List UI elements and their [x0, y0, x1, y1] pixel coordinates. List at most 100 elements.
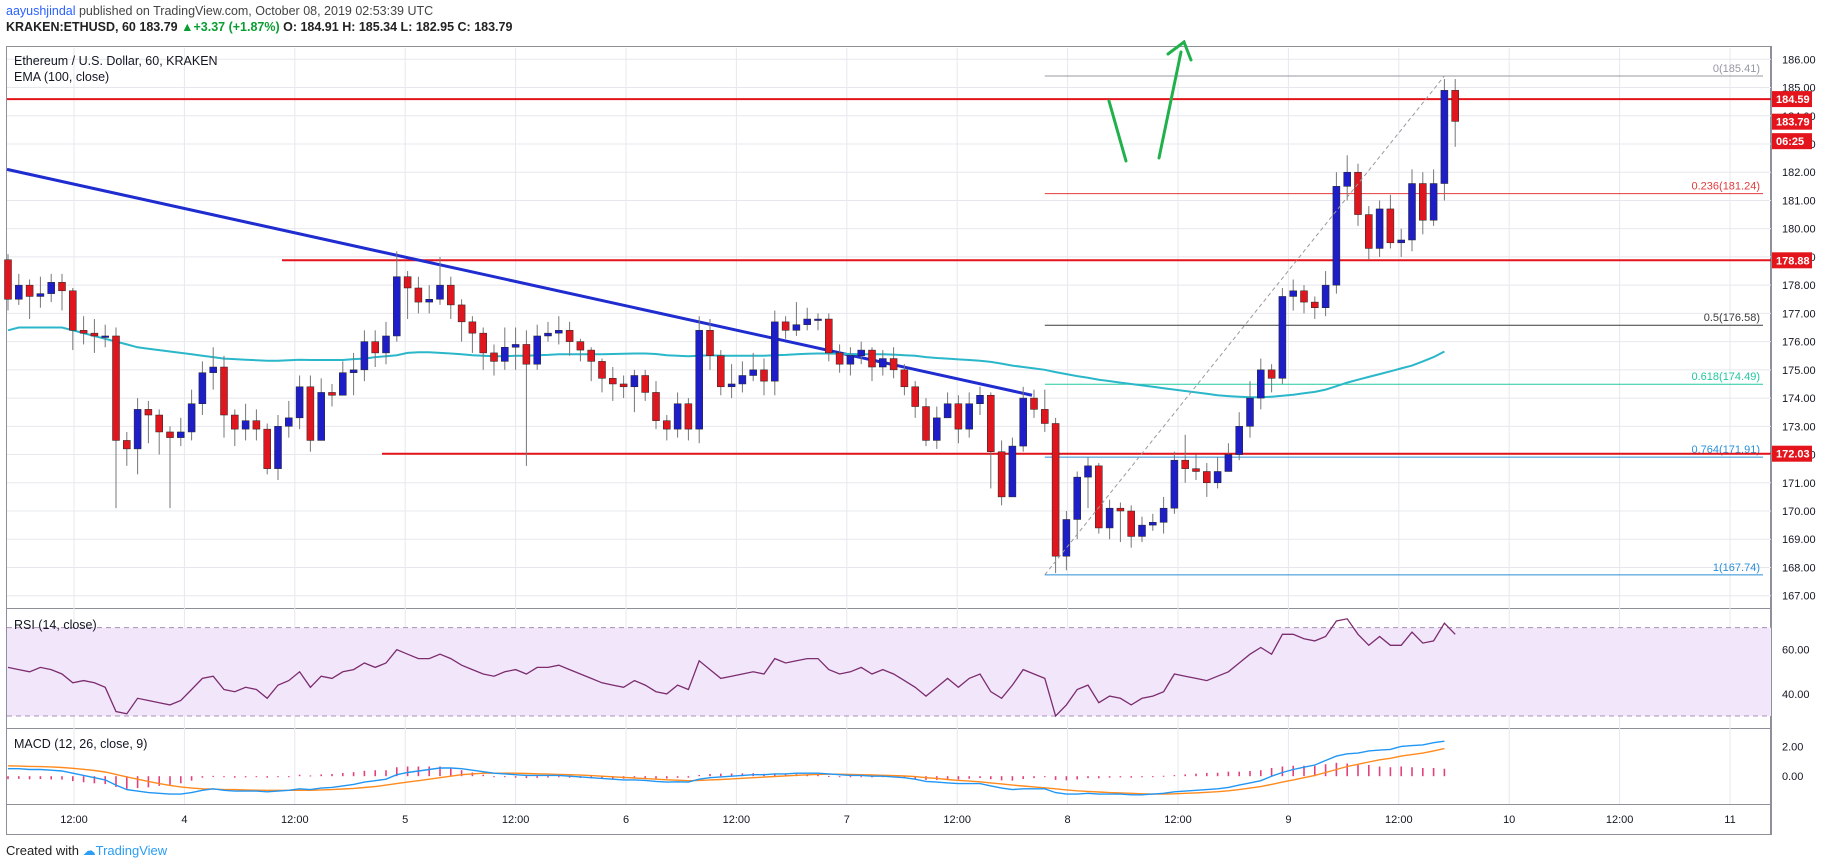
candle-body	[630, 375, 639, 388]
candle-body	[587, 349, 595, 362]
candle-body	[468, 321, 477, 334]
macd-histogram-bar	[979, 776, 981, 778]
candle-body	[339, 372, 347, 396]
candle-body	[544, 332, 552, 337]
candle	[1203, 463, 1211, 497]
candle	[198, 361, 207, 416]
candle-body	[403, 276, 412, 289]
macd-histogram-bar	[957, 776, 960, 780]
candle-body	[1084, 465, 1092, 478]
candle	[663, 415, 671, 441]
candle-body	[814, 318, 822, 321]
macd-histogram-bar	[1216, 772, 1219, 777]
candle-body	[177, 431, 185, 438]
candle-body	[695, 330, 703, 430]
candle-body	[1267, 369, 1276, 379]
macd-histogram-bar	[385, 770, 387, 777]
candle-body	[15, 284, 23, 300]
macd-histogram-bar	[1206, 772, 1208, 777]
time-tick-label: 5	[402, 814, 408, 826]
level-price-tag-bg	[1772, 252, 1812, 269]
macd-histogram-bar	[1152, 776, 1154, 778]
price-chart[interactable]: 40.00 60.00 2.00 0.00 0(185.41) 0.236(181.2…	[0, 39, 1828, 840]
candle-body	[1397, 239, 1405, 244]
candle	[1311, 296, 1319, 320]
fib-level-label: 1(167.74)	[1713, 562, 1760, 574]
candle-body	[522, 344, 531, 365]
chart-header: aayushjindal published on TradingView.co…	[0, 0, 1828, 40]
candle	[468, 316, 477, 353]
chart-frame[interactable]: 40.00 60.00 2.00 0.00 0(185.41) 0.236(181.2…	[0, 39, 1828, 840]
macd-signal-line	[7, 747, 1445, 795]
macd-histogram-bar	[1411, 767, 1413, 777]
bearish-trend-line[interactable]	[6, 167, 1033, 397]
time-tick-label: 12:00	[502, 814, 530, 826]
candle-body	[198, 372, 207, 404]
candle	[1008, 437, 1017, 498]
candle	[1267, 364, 1276, 393]
candle-body	[382, 335, 390, 354]
horizontal-levels[interactable]	[7, 98, 1771, 455]
macd-histogram-bar	[687, 776, 690, 778]
macd-histogram-bar	[1260, 770, 1262, 777]
candle-body	[868, 349, 876, 368]
macd-histogram-bar	[298, 774, 301, 777]
macd-histogram-bar	[1357, 765, 1359, 777]
candle-body	[144, 409, 153, 416]
candle-body	[1116, 507, 1125, 512]
candle	[479, 327, 487, 370]
candle-body	[771, 321, 779, 382]
candle	[727, 364, 736, 399]
tradingview-link[interactable]: TradingView	[95, 843, 168, 858]
candle	[717, 350, 725, 396]
time-axis[interactable]: 12:00 4 12:00 5 12:00 6 12:00 7 12:00 8 12:00 9 12:0…	[60, 814, 1735, 826]
candle	[533, 324, 541, 370]
last-price-tag-bg	[1772, 113, 1812, 130]
candle-body	[1149, 522, 1157, 526]
rsi-tick-label: 60.00	[1782, 645, 1810, 657]
symbol-label: KRAKEN:ETHUSD, 60	[6, 20, 136, 34]
candle	[933, 406, 941, 449]
candle-body	[220, 366, 228, 416]
quote-line: KRAKEN:ETHUSD, 60 183.79 ▲+3.37 (+1.87%)…	[6, 20, 512, 34]
candle-body	[1095, 465, 1103, 529]
author-link[interactable]: aayushjindal	[6, 4, 76, 18]
candle	[565, 321, 574, 356]
candle	[1213, 457, 1222, 489]
candle-body	[490, 352, 498, 362]
candle-body	[317, 392, 325, 441]
candle	[1408, 169, 1416, 252]
arrow-down-stroke	[1107, 99, 1128, 163]
candle	[79, 316, 88, 345]
fib-level-label: 0.236(181.24)	[1692, 181, 1761, 193]
countdown-tag: 06:25	[1776, 136, 1804, 148]
candle-body	[1354, 171, 1362, 215]
candle	[1278, 287, 1287, 384]
candle-body	[749, 369, 757, 376]
candle	[490, 344, 498, 376]
time-tick-label: 12:00	[1164, 814, 1192, 826]
macd-histogram-bar	[666, 776, 668, 779]
candle-body	[360, 341, 369, 371]
candle-body	[857, 349, 865, 356]
macd-pane: 2.00 0.00	[7, 740, 1803, 796]
fibonacci-diagonal[interactable]	[1044, 75, 1445, 576]
fibonacci-levels[interactable]: 0(185.41) 0.236(181.24) 0.5(176.58) 0.618(1…	[1044, 63, 1763, 576]
macd-histogram-bar	[190, 776, 193, 781]
macd-line	[8, 740, 1445, 796]
macd-histogram-bar	[1108, 776, 1111, 778]
macd-histogram-bar	[460, 770, 463, 777]
candle	[1365, 206, 1373, 260]
candle	[641, 369, 649, 401]
macd-tick-label: 0.00	[1782, 771, 1803, 783]
candle-body	[252, 420, 261, 430]
candle	[997, 440, 1006, 506]
candle	[673, 392, 682, 438]
candle	[738, 361, 747, 393]
candle-body	[479, 332, 487, 354]
macd-histogram-bar	[320, 774, 322, 777]
candle	[1149, 513, 1157, 531]
candle-body	[1429, 183, 1438, 221]
candle	[598, 358, 606, 393]
macd-histogram-bar	[439, 766, 441, 777]
